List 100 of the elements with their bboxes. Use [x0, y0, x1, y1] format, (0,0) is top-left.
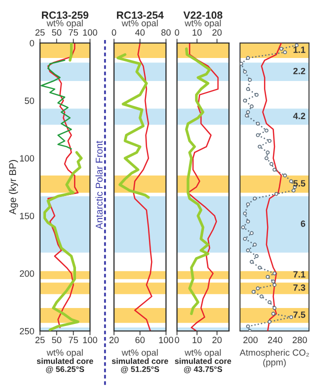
- point: [258, 266, 262, 270]
- point: [250, 104, 254, 108]
- point: [254, 92, 259, 97]
- point: [289, 179, 294, 184]
- band-label: 2.2: [293, 68, 306, 74]
- point: [246, 110, 250, 114]
- point: [242, 212, 247, 216]
- point: [274, 192, 278, 196]
- x-axis-title: wt% opal: [46, 349, 83, 358]
- point: [250, 260, 254, 264]
- x2-tick-label: 0: [174, 29, 180, 36]
- y-tick-label: 0: [30, 40, 34, 46]
- x2-tick-label: 20: [212, 29, 222, 36]
- point: [268, 320, 272, 324]
- point: [246, 202, 250, 206]
- point: [264, 156, 268, 160]
- x-tick-label: 60: [135, 336, 145, 344]
- y-tick-label: 150: [20, 212, 34, 220]
- x-tick-label: 280: [292, 336, 307, 344]
- x2-tick-label: 80: [161, 29, 171, 36]
- band-label: 7.3: [293, 284, 306, 291]
- text: simulated core @ 51.25°S: [112, 358, 168, 374]
- point: [260, 294, 264, 298]
- point: [256, 286, 260, 290]
- x2-tick-label: 50: [52, 29, 62, 36]
- point: [272, 282, 276, 287]
- text: simulated core @ 43.75°S: [174, 358, 232, 374]
- point: [240, 62, 244, 66]
- point: [292, 188, 296, 192]
- x2-tick-label: 0: [112, 29, 116, 36]
- point: [252, 290, 256, 294]
- point: [272, 306, 276, 310]
- band-label: 7.5: [293, 312, 306, 318]
- x-tick-label: 100: [83, 336, 98, 344]
- x2-axis-title: wt% opal: [122, 20, 158, 28]
- chart-title: RC13-254: [116, 11, 164, 19]
- x-tick-label: 10: [192, 336, 202, 344]
- point: [272, 168, 276, 172]
- band-label: 4.2: [293, 112, 306, 120]
- point: [283, 174, 287, 178]
- point: [242, 70, 247, 74]
- x-tick-label: 0: [174, 336, 180, 344]
- point: [244, 114, 249, 118]
- band-label: 6: [300, 220, 306, 227]
- x2-axis-title: wt% opal: [184, 20, 221, 28]
- x2-tick-label: 40: [135, 29, 145, 36]
- y-axis-title: Age (kyr BP): [8, 160, 18, 215]
- x2-tick-label: 25: [35, 29, 45, 36]
- point: [268, 300, 272, 304]
- x-tick-label: 100: [159, 336, 174, 344]
- point: [268, 138, 272, 143]
- x-tick-label: 25: [35, 336, 45, 344]
- point: [283, 50, 287, 54]
- text: Antarctic Polar Front: [95, 140, 103, 230]
- point: [258, 144, 262, 149]
- point: [271, 280, 276, 284]
- point: [289, 315, 294, 320]
- point: [250, 231, 254, 236]
- x-tick-label: 75: [68, 336, 78, 344]
- x2-axis-title: wt% opal: [46, 20, 83, 28]
- point: [272, 271, 276, 276]
- point: [279, 46, 284, 51]
- band-label: 5.5: [293, 180, 306, 187]
- x-tick-label: 20: [109, 336, 119, 344]
- x-axis-title: Atmospheric CO₂ (ppm): [240, 349, 309, 368]
- point: [256, 122, 260, 126]
- point: [241, 225, 246, 230]
- x2-tick-label: 75: [68, 29, 78, 36]
- band-label: 1.1: [294, 46, 306, 53]
- x2-tick-label: 10: [192, 29, 202, 36]
- point: [246, 248, 250, 252]
- x-axis-title: wt% opal: [122, 349, 158, 358]
- chart-title: V22-108: [183, 11, 222, 19]
- x-tick-label: 20: [212, 336, 222, 344]
- y-tick-label: 100: [20, 155, 34, 162]
- x2-tick-label: 100: [83, 29, 98, 36]
- text: simulated core @ 56.25°S: [36, 358, 94, 374]
- point: [246, 220, 250, 224]
- point: [242, 98, 247, 103]
- point: [271, 312, 276, 316]
- point: [269, 162, 274, 166]
- y-tick-label: 200: [20, 270, 34, 277]
- point: [254, 254, 259, 258]
- point: [252, 242, 257, 247]
- x-tick-label: 200: [243, 336, 258, 344]
- y-tick-label: 250: [20, 328, 34, 334]
- point: [252, 196, 257, 200]
- point: [242, 236, 247, 241]
- chart-title: RC13-259: [42, 11, 88, 19]
- point: [266, 150, 270, 154]
- point: [246, 56, 250, 60]
- point: [248, 78, 252, 82]
- x-tick-label: 50: [52, 336, 62, 344]
- y-tick-label: 50: [24, 98, 34, 104]
- point: [266, 274, 270, 279]
- point: [246, 324, 250, 328]
- x-tick-label: 240: [268, 336, 282, 344]
- x-axis-title: wt% opal: [184, 349, 221, 358]
- point: [246, 87, 250, 92]
- point: [264, 128, 268, 132]
